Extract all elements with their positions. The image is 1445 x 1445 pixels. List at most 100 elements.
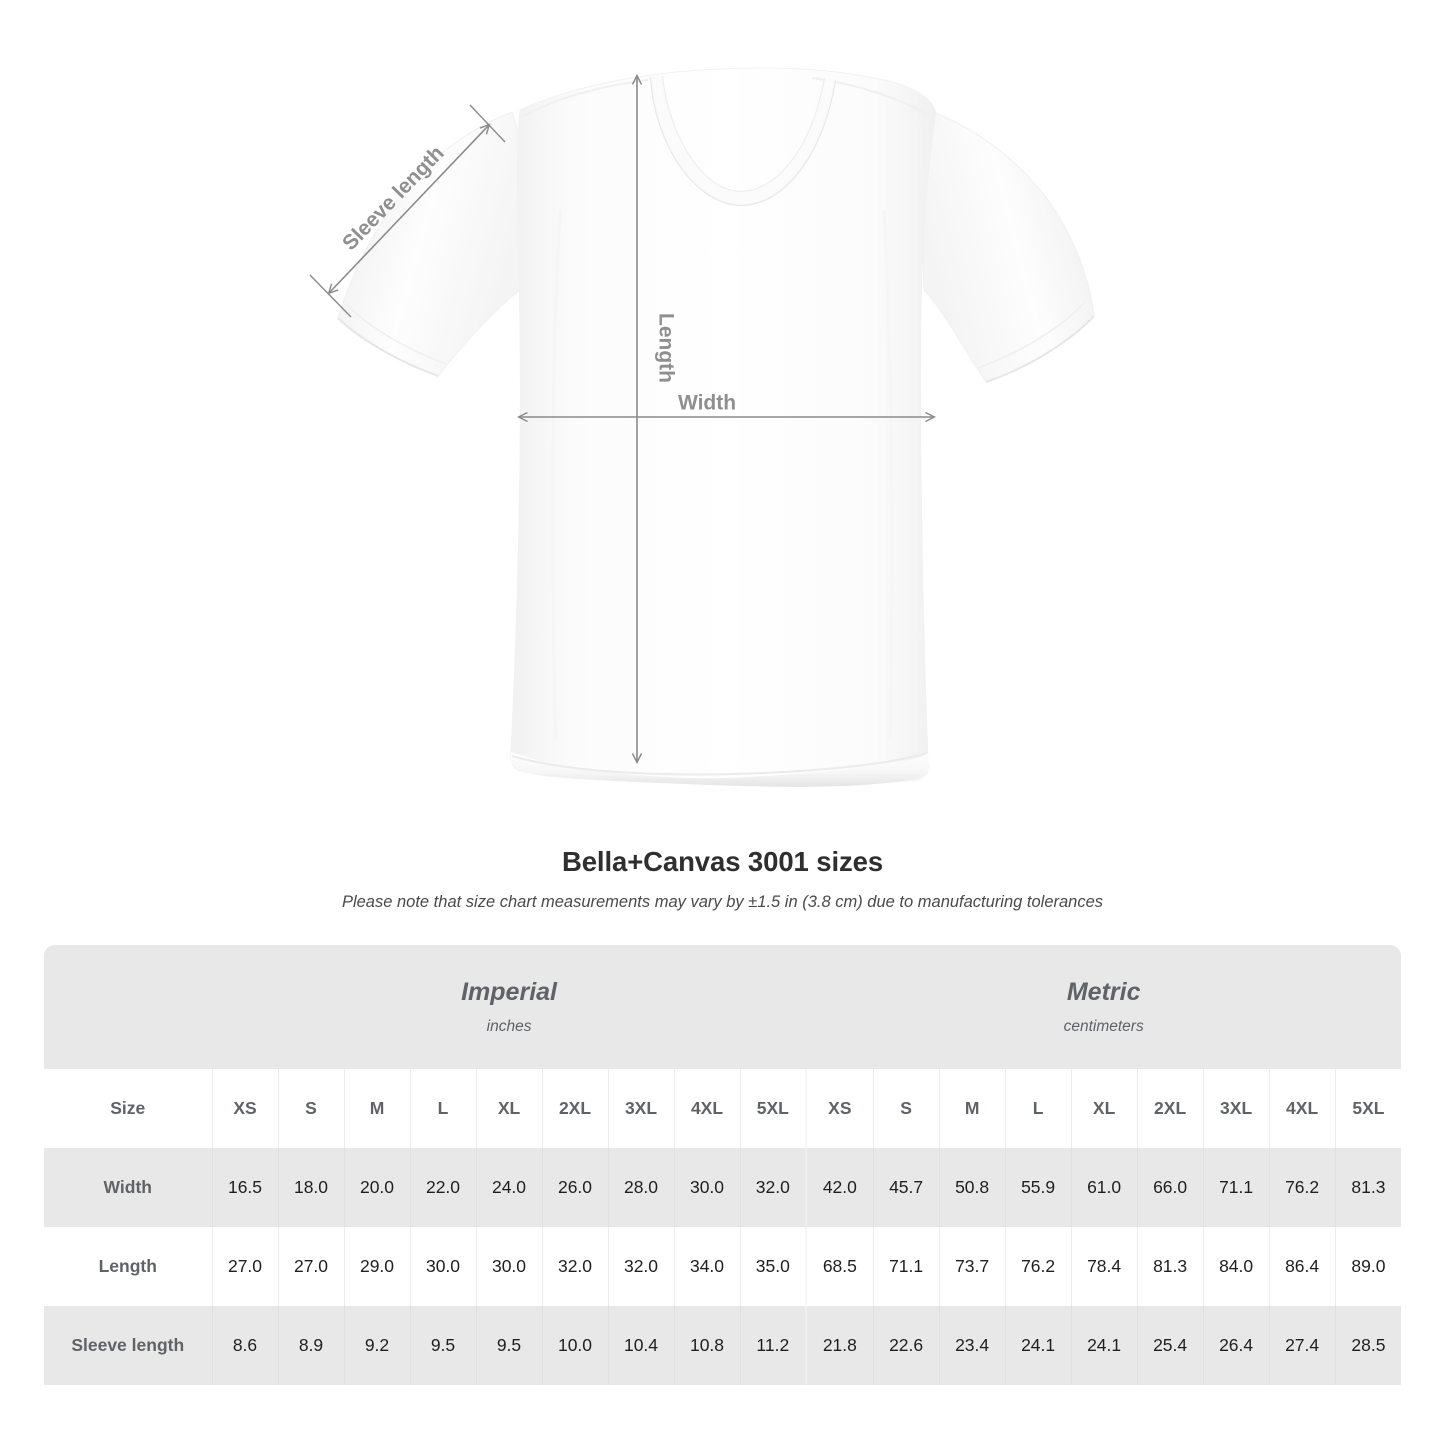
- size-header-label: Size: [44, 1069, 212, 1148]
- cell-width-metric-4xl: 76.2: [1268, 1148, 1336, 1227]
- size-header-metric-5xl: 5XL: [1334, 1069, 1401, 1148]
- cell-sleeve-metric-s: 22.6: [872, 1306, 940, 1385]
- size-header-metric-xs: XS: [805, 1069, 874, 1148]
- right-body-fold: [882, 209, 894, 741]
- cell-length-imperial-xs: 27.0: [211, 1227, 278, 1306]
- cell-width-imperial-s: 18.0: [277, 1148, 344, 1227]
- size-chart-table-container: Imperial inches Metric centimeters Size …: [44, 945, 1401, 1399]
- cell-sleeve-metric-l: 24.1: [1004, 1306, 1072, 1385]
- size-header-metric-m: M: [938, 1069, 1006, 1148]
- cell-length-metric-xl: 78.4: [1070, 1227, 1138, 1306]
- cell-width-metric-xs: 42.0: [805, 1148, 874, 1227]
- sleeve-length-arrow: [329, 125, 489, 293]
- metric-unit-name: Metric: [1066, 978, 1141, 1007]
- cell-length-metric-l: 76.2: [1004, 1227, 1072, 1306]
- size-header-metric-s: S: [872, 1069, 940, 1148]
- sleeve-tick-upper: [469, 104, 506, 143]
- cell-width-metric-xl: 61.0: [1070, 1148, 1138, 1227]
- cell-sleeve-metric-xl: 24.1: [1070, 1306, 1138, 1385]
- chart-heading: Bella+Canvas 3001 sizes Please note that…: [0, 845, 1445, 913]
- right-sleeve: [919, 111, 1095, 383]
- size-header-metric-4xl: 4XL: [1268, 1069, 1336, 1148]
- cell-width-metric-m: 50.8: [938, 1148, 1006, 1227]
- cell-length-imperial-l: 30.0: [409, 1227, 476, 1306]
- cell-length-imperial-5xl: 35.0: [739, 1227, 807, 1306]
- size-header-metric-2xl: 2XL: [1136, 1069, 1204, 1148]
- collar-band: [651, 76, 835, 205]
- cell-sleeve-imperial-l: 9.5: [409, 1306, 476, 1385]
- cell-length-imperial-xl: 30.0: [475, 1227, 542, 1306]
- left-sleeve-hem-inner: [347, 305, 447, 365]
- cell-length-imperial-4xl: 34.0: [673, 1227, 740, 1306]
- size-header-imperial-m: M: [343, 1069, 410, 1148]
- cell-length-metric-4xl: 86.4: [1268, 1227, 1336, 1306]
- size-header-metric-l: L: [1004, 1069, 1072, 1148]
- right-sleeve-hem-inner: [977, 302, 1085, 369]
- size-header-imperial-s: S: [277, 1069, 344, 1148]
- unit-banner-spacer: [44, 945, 212, 1069]
- cell-sleeve-imperial-4xl: 10.8: [673, 1306, 740, 1385]
- row-label-length: Length: [44, 1227, 212, 1306]
- cell-width-metric-5xl: 81.3: [1334, 1148, 1401, 1227]
- size-header-imperial-l: L: [409, 1069, 476, 1148]
- sleeve-tick-lower: [309, 274, 352, 318]
- row-label-sleeve-length: Sleeve length: [44, 1306, 212, 1385]
- tshirt-measurement-diagram: Length Width Sleeve length: [309, 67, 1095, 787]
- cell-sleeve-metric-4xl: 27.4: [1268, 1306, 1336, 1385]
- cell-length-metric-m: 73.7: [938, 1227, 1006, 1306]
- size-header-metric-3xl: 3XL: [1202, 1069, 1270, 1148]
- tshirt-illustration: [337, 67, 1095, 787]
- size-chart-table: Imperial inches Metric centimeters Size …: [44, 945, 1401, 1385]
- cell-sleeve-imperial-5xl: 11.2: [739, 1306, 807, 1385]
- row-label-width: Width: [44, 1148, 212, 1227]
- table-row: Width 16.5 18.0 20.0 22.0 24.0 26.0 28.0…: [44, 1148, 1401, 1227]
- size-header-imperial-2xl: 2XL: [541, 1069, 608, 1148]
- cell-length-imperial-3xl: 32.0: [607, 1227, 674, 1306]
- bottom-hem: [511, 752, 929, 787]
- cell-sleeve-imperial-m: 9.2: [343, 1306, 410, 1385]
- cell-width-imperial-5xl: 32.0: [739, 1148, 807, 1227]
- table-row: Length 27.0 27.0 29.0 30.0 30.0 32.0 32.…: [44, 1227, 1401, 1306]
- left-body-fold: [551, 209, 562, 741]
- metric-unit-cell: Metric centimeters: [806, 945, 1401, 1069]
- right-sleeve-hem: [985, 315, 1095, 383]
- size-header-imperial-3xl: 3XL: [607, 1069, 674, 1148]
- cell-length-metric-3xl: 84.0: [1202, 1227, 1270, 1306]
- left-sleeve-hem: [337, 317, 439, 377]
- cell-width-imperial-m: 20.0: [343, 1148, 410, 1227]
- cell-sleeve-metric-3xl: 26.4: [1202, 1306, 1270, 1385]
- imperial-unit-name: Imperial: [461, 978, 557, 1007]
- cell-width-imperial-xl: 24.0: [475, 1148, 542, 1227]
- cell-length-metric-2xl: 81.3: [1136, 1227, 1204, 1306]
- width-label: Width: [678, 392, 736, 415]
- bottom-hem-line: [511, 751, 929, 776]
- cell-sleeve-metric-2xl: 25.4: [1136, 1306, 1204, 1385]
- cell-sleeve-imperial-2xl: 10.0: [541, 1306, 608, 1385]
- page-title: Bella+Canvas 3001 sizes: [561, 846, 884, 877]
- cell-sleeve-imperial-3xl: 10.4: [607, 1306, 674, 1385]
- size-header-imperial-xl: XL: [475, 1069, 542, 1148]
- cell-width-metric-s: 45.7: [872, 1148, 940, 1227]
- cell-sleeve-imperial-s: 8.9: [277, 1306, 344, 1385]
- cell-length-metric-xs: 68.5: [805, 1227, 874, 1306]
- cell-width-imperial-4xl: 30.0: [673, 1148, 740, 1227]
- cell-width-metric-3xl: 71.1: [1202, 1148, 1270, 1227]
- size-header-row: Size XS S M L XL 2XL 3XL 4XL 5XL XS S M …: [44, 1069, 1401, 1148]
- table-row: Sleeve length 8.6 8.9 9.2 9.5 9.5 10.0 1…: [44, 1306, 1401, 1385]
- size-header-imperial-5xl: 5XL: [739, 1069, 807, 1148]
- size-header-metric-xl: XL: [1070, 1069, 1138, 1148]
- cell-sleeve-imperial-xl: 9.5: [475, 1306, 542, 1385]
- tolerance-note: Please note that size chart measurements…: [341, 893, 1104, 911]
- cell-length-imperial-2xl: 32.0: [541, 1227, 608, 1306]
- size-header-imperial-4xl: 4XL: [673, 1069, 740, 1148]
- imperial-unit-cell: Imperial inches: [212, 945, 807, 1069]
- unit-banner-row: Imperial inches Metric centimeters: [44, 945, 1401, 1069]
- cell-length-metric-5xl: 89.0: [1334, 1227, 1401, 1306]
- cell-width-metric-2xl: 66.0: [1136, 1148, 1204, 1227]
- cell-length-imperial-m: 29.0: [343, 1227, 410, 1306]
- size-header-imperial-xs: XS: [211, 1069, 278, 1148]
- cell-width-imperial-2xl: 26.0: [541, 1148, 608, 1227]
- cell-sleeve-imperial-xs: 8.6: [211, 1306, 278, 1385]
- cell-sleeve-metric-m: 23.4: [938, 1306, 1006, 1385]
